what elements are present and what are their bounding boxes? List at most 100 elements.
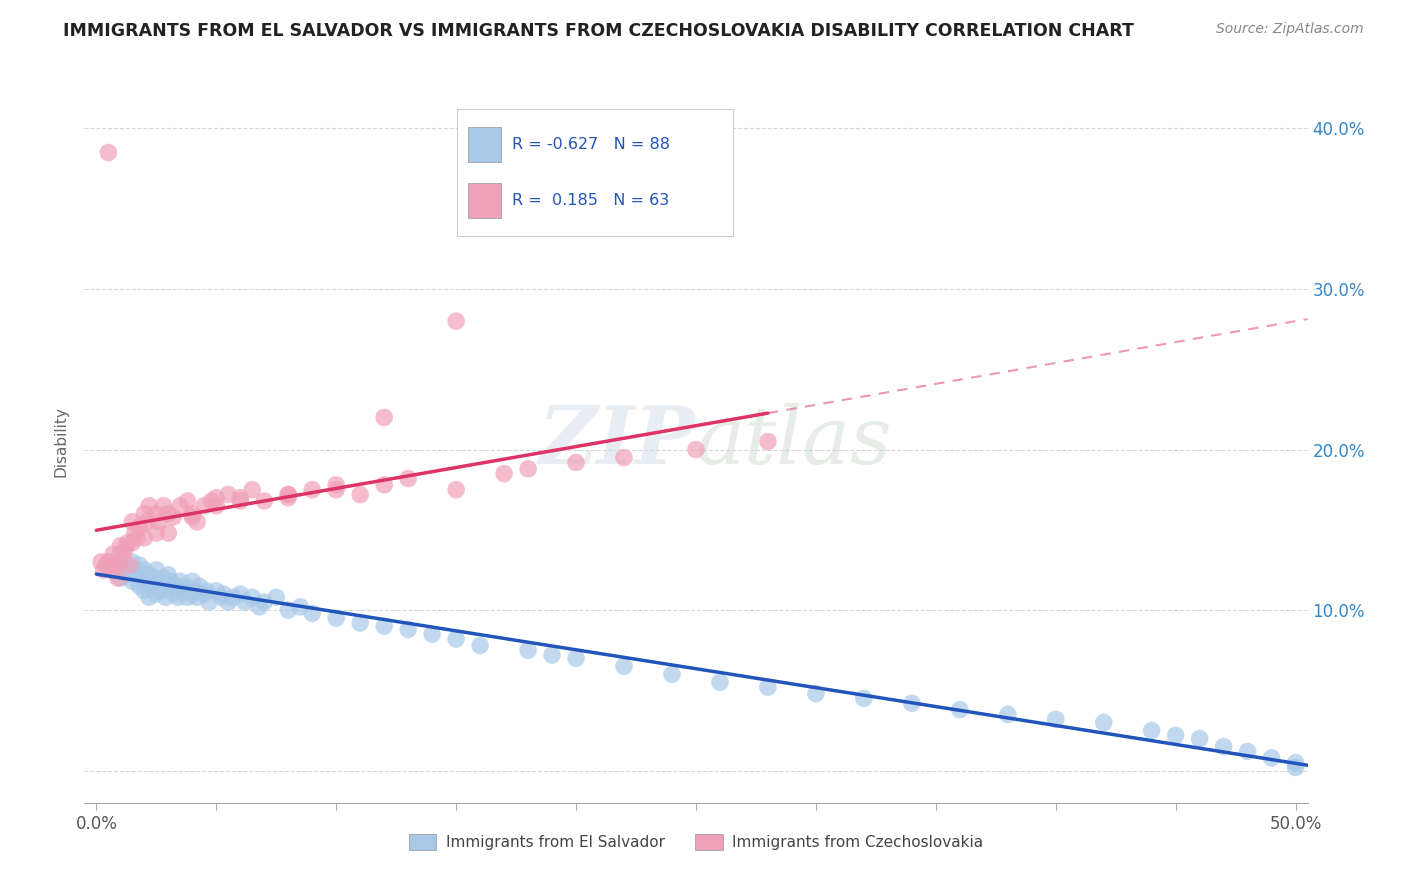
Point	[114, 558, 136, 573]
Point	[804, 687, 827, 701]
Point	[240, 483, 263, 497]
Point	[157, 567, 180, 582]
Point	[162, 587, 184, 601]
Point	[174, 579, 197, 593]
Point	[162, 510, 184, 524]
Point	[134, 563, 156, 577]
Point	[541, 648, 564, 662]
Point	[167, 591, 190, 605]
Point	[494, 467, 516, 481]
Point	[110, 571, 132, 585]
Point	[756, 680, 779, 694]
Point	[217, 487, 239, 501]
Point	[200, 494, 222, 508]
Point	[517, 643, 540, 657]
Point	[141, 579, 163, 593]
Point	[420, 627, 443, 641]
Point	[117, 567, 139, 582]
Point	[172, 583, 194, 598]
Point	[157, 526, 180, 541]
Point	[195, 583, 218, 598]
Point	[949, 703, 972, 717]
Point	[90, 555, 112, 569]
Point	[444, 483, 467, 497]
Point	[93, 563, 115, 577]
Point	[169, 499, 191, 513]
Point	[852, 691, 875, 706]
Point	[277, 491, 299, 505]
Point	[183, 583, 205, 598]
Point	[205, 491, 228, 505]
Point	[135, 515, 157, 529]
Point	[240, 591, 263, 605]
Point	[159, 574, 181, 589]
Point	[277, 487, 299, 501]
Point	[128, 579, 150, 593]
Point	[188, 579, 211, 593]
Point	[110, 547, 132, 561]
Point	[613, 659, 636, 673]
Text: atlas: atlas	[696, 403, 891, 480]
Point	[1188, 731, 1211, 746]
Point	[209, 591, 232, 605]
Point	[1092, 715, 1115, 730]
Point	[264, 591, 287, 605]
Point	[181, 587, 204, 601]
Point	[1140, 723, 1163, 738]
Point	[229, 491, 252, 505]
Point	[1236, 744, 1258, 758]
Point	[290, 599, 312, 614]
Point	[229, 587, 252, 601]
Point	[277, 487, 299, 501]
Point	[756, 434, 779, 449]
Point	[222, 591, 245, 605]
Point	[107, 571, 129, 585]
Point	[181, 507, 204, 521]
Point	[193, 587, 215, 601]
Point	[709, 675, 731, 690]
Point	[186, 591, 208, 605]
Point	[97, 555, 120, 569]
Point	[97, 555, 120, 569]
Point	[301, 607, 323, 621]
Point	[217, 595, 239, 609]
Point	[135, 574, 157, 589]
Point	[157, 507, 180, 521]
Point	[193, 499, 215, 513]
Point	[468, 639, 491, 653]
Point	[114, 542, 136, 557]
Point	[94, 558, 117, 573]
Point	[131, 571, 153, 585]
Point	[349, 615, 371, 630]
Point	[148, 574, 170, 589]
Point	[150, 583, 173, 598]
Point	[325, 478, 347, 492]
Point	[176, 494, 198, 508]
Point	[205, 499, 228, 513]
Point	[325, 611, 347, 625]
Point	[181, 574, 204, 589]
Point	[169, 574, 191, 589]
Point	[373, 478, 395, 492]
Point	[249, 599, 271, 614]
Point	[253, 494, 276, 508]
Y-axis label: Disability: Disability	[53, 406, 69, 477]
Point	[565, 455, 588, 469]
Point	[613, 450, 636, 465]
Legend: Immigrants from El Salvador, Immigrants from Czechoslovakia: Immigrants from El Salvador, Immigrants …	[404, 829, 988, 856]
Point	[229, 494, 252, 508]
Point	[396, 623, 419, 637]
Point	[127, 531, 149, 545]
Point	[148, 515, 170, 529]
Point	[565, 651, 588, 665]
Point	[111, 547, 134, 561]
Point	[349, 487, 371, 501]
Point	[152, 571, 174, 585]
Text: Source: ZipAtlas.com: Source: ZipAtlas.com	[1216, 22, 1364, 37]
Point	[138, 499, 160, 513]
Point	[104, 558, 127, 573]
Point	[325, 483, 347, 497]
Point	[127, 567, 149, 582]
Point	[181, 510, 204, 524]
Point	[97, 145, 120, 160]
